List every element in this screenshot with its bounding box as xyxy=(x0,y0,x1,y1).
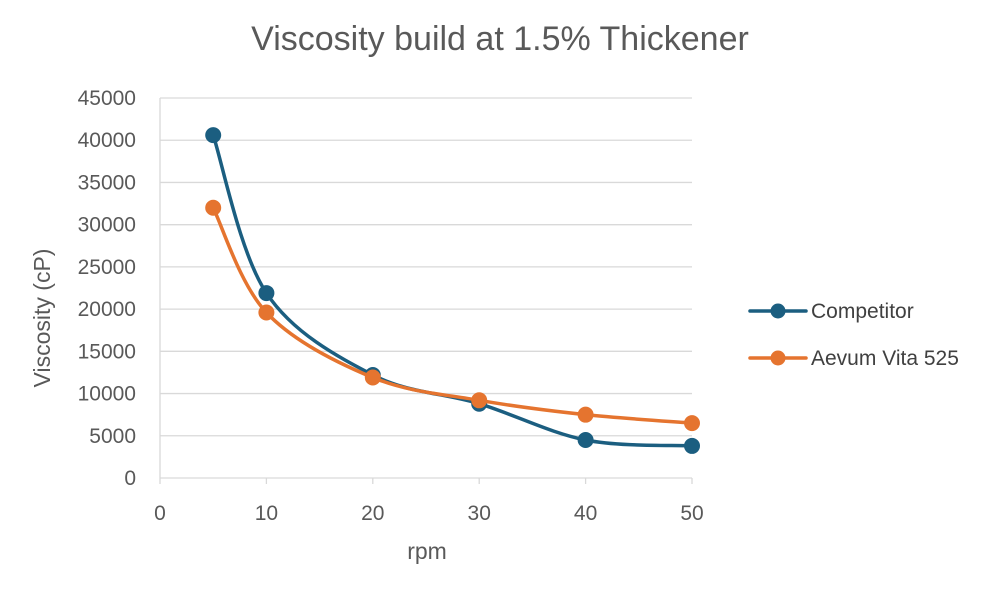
legend-label: Competitor xyxy=(811,300,914,323)
y-tick-label: 10000 xyxy=(78,383,136,406)
y-tick-label: 30000 xyxy=(78,214,136,237)
data-point-aevum-vita-525 xyxy=(577,406,594,423)
chart-title: Viscosity build at 1.5% Thickener xyxy=(251,20,749,58)
y-tick-label: 20000 xyxy=(78,298,136,321)
data-point-aevum-vita-525 xyxy=(258,304,275,321)
x-tick-label: 0 xyxy=(154,502,166,525)
y-tick-label: 25000 xyxy=(78,256,136,279)
legend-item-aevum-vita-525: Aevum Vita 525 xyxy=(748,347,959,370)
data-point-aevum-vita-525 xyxy=(364,369,381,386)
series-line-competitor xyxy=(211,133,694,448)
series-aevum-vita-525 xyxy=(205,199,700,432)
y-tick-label: 45000 xyxy=(78,87,136,110)
legend-label: Aevum Vita 525 xyxy=(811,347,959,370)
x-tick-label: 50 xyxy=(680,502,703,525)
legend-item-competitor: Competitor xyxy=(748,300,914,323)
series-layer xyxy=(205,127,700,454)
y-tick-label: 40000 xyxy=(78,129,136,152)
gridlines xyxy=(160,97,692,437)
data-point-aevum-vita-525 xyxy=(471,392,488,409)
y-tick-label: 35000 xyxy=(78,171,136,194)
data-point-competitor xyxy=(684,437,700,454)
series-competitor xyxy=(205,127,700,454)
y-tick-label: 5000 xyxy=(89,425,136,448)
series-line-aevum-vita-525 xyxy=(211,206,694,425)
data-point-competitor xyxy=(205,127,222,144)
data-point-aevum-vita-525 xyxy=(684,415,700,432)
x-axis-title: rpm xyxy=(407,538,447,564)
x-tick-label: 30 xyxy=(468,502,491,525)
legend: Competitor Aevum Vita 525 xyxy=(748,300,959,370)
x-tick-label: 40 xyxy=(574,502,597,525)
data-point-aevum-vita-525 xyxy=(205,199,222,216)
y-tick-label: 0 xyxy=(124,467,136,490)
data-point-competitor xyxy=(577,432,594,448)
axes: 0 5000 10000 15000 20000 25000 30000 35000 40000… xyxy=(78,87,704,525)
x-tick-label: 10 xyxy=(255,502,278,525)
x-tick-label: 20 xyxy=(361,502,384,525)
y-tick-label: 15000 xyxy=(78,340,136,363)
legend-marker xyxy=(770,350,786,366)
data-point-competitor xyxy=(258,285,275,302)
legend-marker xyxy=(770,303,786,319)
y-axis-title: Viscosity (cP) xyxy=(29,249,55,388)
